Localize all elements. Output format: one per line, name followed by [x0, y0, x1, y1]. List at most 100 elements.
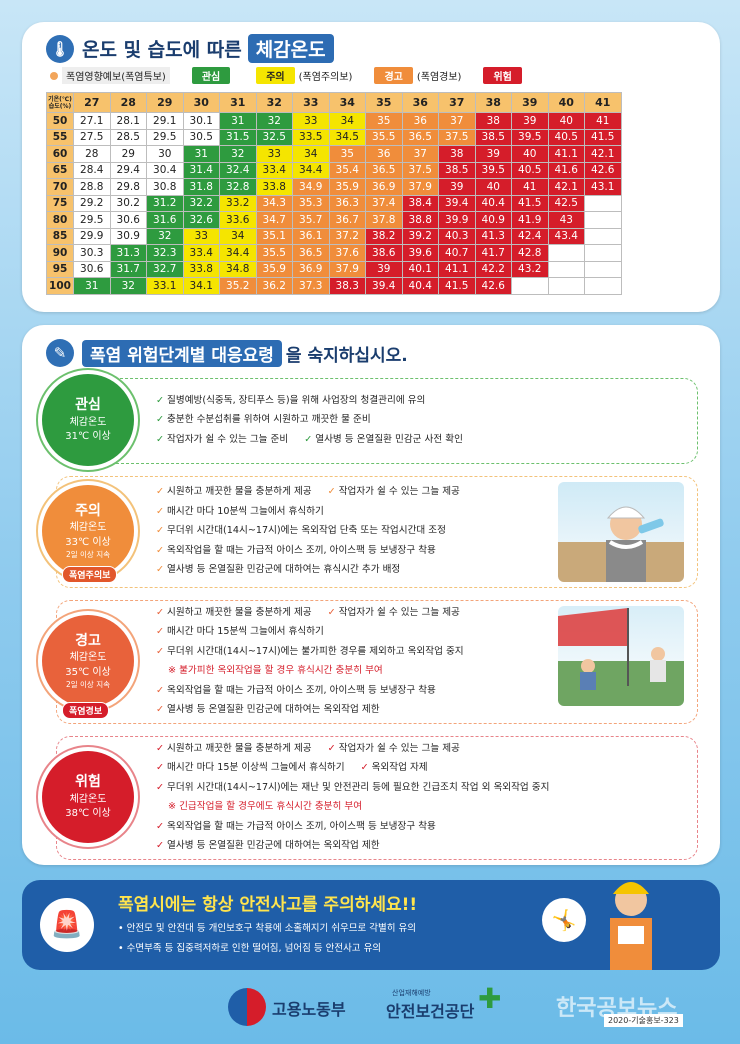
level-condition: 33℃ 이상: [65, 536, 111, 548]
heat-index-cell: 36.9: [292, 260, 330, 278]
heat-index-cell: 36.5: [292, 244, 330, 262]
item: ✓ 무더위 시간대(14시~17시)에는 재난 및 안전관리 등에 필요한 긴급조…: [156, 781, 550, 793]
item: ✓ 작업자가 쉴 수 있는 그늘 제공: [327, 606, 460, 618]
heat-index-cell: 37: [438, 112, 476, 130]
heat-index-cell: 43: [547, 211, 585, 229]
level-tag: 폭염주의보: [62, 566, 118, 583]
check-icon: ✓: [156, 505, 165, 517]
heat-index-cell: 43.4: [547, 227, 585, 245]
heat-index-cell: [584, 244, 622, 262]
heat-index-cell: 34.9: [292, 178, 330, 196]
heat-index-cell: 41.9: [511, 211, 549, 229]
banner-line-2: • 수면부족 등 집중력저하로 인한 떨어짐, 넘어짐 등 안전사고 유의: [118, 943, 382, 954]
heat-index-cell: 43.1: [584, 178, 622, 196]
heat-index-cell: 27.5: [73, 128, 111, 146]
check-icon: ✓: [156, 704, 165, 715]
level-sub: 체감온도: [69, 652, 107, 664]
level-items: ✓ 시원하고 깨끗한 물을 충분하게 제공 ✓ 작업자가 쉴 수 있는 그늘 제공 ✓ 매…: [156, 482, 476, 580]
heat-index-cell: 39: [438, 178, 476, 196]
table-row: 50 27.1 28.1 29.1 30.1 31 32 33 34 35 36 37 38 39 40 41: [46, 112, 622, 130]
heat-index-cell: 29.2: [73, 194, 111, 212]
item: ✓ 옥외작업 자제: [360, 762, 428, 773]
item: ※ 불가피한 옥외작업을 할 경우 휴식시간 충분히 부여: [168, 665, 383, 676]
heat-index-cell: 31.7: [109, 260, 147, 278]
heat-index-cell: 36.2: [255, 277, 293, 295]
item: ✓ 시원하고 깨끗한 물을 충분하게 제공: [156, 742, 312, 754]
item-row: ✓ 옥외작업을 할 때는 가급적 아이스 조끼, 아이스팩 등 보냉장구 착용: [156, 541, 476, 561]
heat-index-cell: 31.5: [219, 128, 257, 146]
heat-index-cell: 40: [547, 112, 585, 130]
temp-header: 28: [109, 92, 147, 113]
level-condition: 38℃ 이상: [65, 808, 111, 820]
level-badge: 관심 체감온도 31℃ 이상: [42, 374, 134, 466]
heat-index-cell: 40.4: [401, 277, 439, 295]
heat-index-cell: 35.5: [255, 244, 293, 262]
level-items: ✓ 시원하고 깨끗한 물을 충분하게 제공 ✓ 작업자가 쉴 수 있는 그늘 제공 ✓ 매…: [156, 739, 565, 856]
heat-index-cell: 40: [511, 145, 549, 163]
item: ✓ 열사병 등 온열질환 민감군에 대하여는 옥외작업 제한: [156, 704, 380, 715]
check-icon: ✓: [156, 486, 165, 498]
item: ✓ 열사병 등 온열질환 민감군 사전 확인: [304, 433, 463, 445]
heat-index-cell: 39: [474, 145, 512, 163]
heat-index-cell: 33: [182, 227, 220, 245]
heat-index-cell: 29.5: [73, 211, 111, 229]
temp-header: 33: [292, 92, 330, 113]
check-icon: ✓: [156, 525, 165, 537]
table-row: 75 29.2 30.2 31.2 32.2 33.2 34.3 35.3 36.3 37.4 38…: [46, 194, 622, 212]
heat-index-cell: 30.3: [73, 244, 111, 262]
safety-banner: 🚨 폭염시에는 항상 안전사고를 주의하세요!! • 안전모 및 안전대 등 개…: [22, 880, 720, 970]
heat-index-cell: 39.5: [511, 128, 549, 146]
footer: 고용노동부 산업재해예방 안전보건공단 ✚ 한국공보뉴스 2020-기술홍보-3…: [0, 980, 740, 1044]
check-icon: ✓: [156, 433, 165, 445]
table-row: 60 28 29 30 31 32 33 34 35 36 37 38 39 40 41.1 42.1: [46, 145, 622, 163]
heat-index-cell: 34: [219, 227, 257, 245]
org-kosha-small: 산업재해예방: [392, 989, 431, 997]
item: ✓ 옥외작업을 할 때는 가급적 아이스 조끼, 아이스팩 등 보냉장구 착용: [156, 544, 436, 556]
temp-header: 39: [511, 92, 549, 113]
heat-index-cell: 32.5: [255, 128, 293, 146]
heat-index-cell: 38.8: [401, 211, 439, 229]
heat-index-cell: 30.1: [182, 112, 220, 130]
heat-index-cell: [511, 277, 549, 295]
heat-index-cell: 33.4: [255, 161, 293, 179]
level-badge: 주의 체감온도 33℃ 이상 2일 이상 지속: [42, 485, 134, 577]
heat-index-cell: 41.5: [438, 277, 476, 295]
item: ✓ 열사병 등 온열질환 민감군에 대하여는 휴식시간 추가 배정: [156, 564, 401, 576]
heat-index-cell: 40.5: [547, 128, 585, 146]
humidity-header: 100: [46, 277, 74, 295]
heat-index-cell: 38: [438, 145, 476, 163]
heat-index-cell: 35.5: [365, 128, 403, 146]
heat-index-cell: 29.4: [109, 161, 147, 179]
heat-index-cell: 30.8: [146, 178, 184, 196]
heat-index-cell: [547, 244, 585, 262]
fall-warning-icon: 🤸: [542, 898, 586, 942]
table-row: 55 27.5 28.5 29.5 30.5 31.5 32.5 33.5 34.5 35.5 36…: [46, 128, 622, 146]
table-row: 65 28.4 29.4 30.4 31.4 32.4 33.4 34.4 35.4 36.5 37…: [46, 161, 622, 179]
heat-index-cell: 28.4: [73, 161, 111, 179]
heat-index-cell: 42.1: [584, 145, 622, 163]
heat-index-cell: 37.2: [328, 227, 366, 245]
heat-index-cell: 35: [365, 112, 403, 130]
heat-index-cell: 42.1: [547, 178, 585, 196]
item-row: ✓ 옥외작업을 할 때는 가급적 아이스 조끼, 아이스팩 등 보냉장구 착용: [156, 681, 480, 701]
heat-index-cell: 35.9: [255, 260, 293, 278]
heat-index-cell: 40.4: [474, 194, 512, 212]
heat-index-cell: 35.4: [328, 161, 366, 179]
item: ✓ 매시간 마다 15분씩 그늘에서 휴식하기: [156, 626, 324, 637]
heat-index-cell: 40.3: [438, 227, 476, 245]
heat-index-cell: 41.7: [474, 244, 512, 262]
heat-index-cell: 29.9: [73, 227, 111, 245]
heat-index-cell: 34.1: [182, 277, 220, 295]
title-highlight: 폭염 위험단계별 대응요령: [82, 339, 282, 367]
heat-index-cell: 40.5: [511, 161, 549, 179]
item-row: ✓ 매시간 마다 10분씩 그늘에서 휴식하기: [156, 502, 476, 522]
humidity-header: 60: [46, 145, 74, 163]
heat-index-cell: 34.3: [255, 194, 293, 212]
siren-icon: 🚨: [40, 898, 94, 952]
heat-index-cell: 32: [109, 277, 147, 295]
item: ✓ 매시간 마다 15분 이상씩 그늘에서 휴식하기: [156, 762, 345, 773]
check-icon: ✓: [156, 762, 165, 773]
heat-index-cell: 35.2: [219, 277, 257, 295]
heat-index-cell: 36.5: [401, 128, 439, 146]
level-tag: 폭염경보: [62, 702, 110, 719]
